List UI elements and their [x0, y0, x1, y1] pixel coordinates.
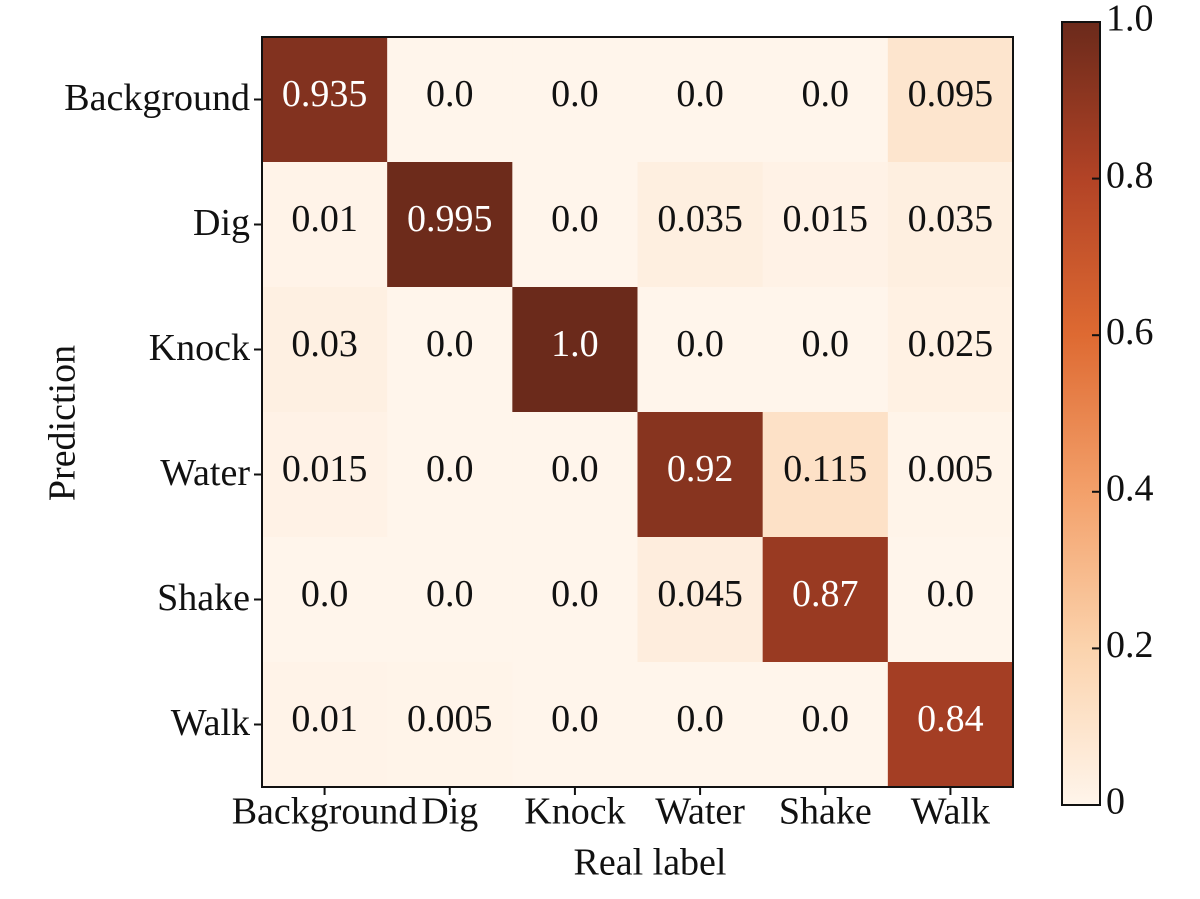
colorbar-tick-label: 0.8	[1106, 154, 1154, 196]
cell-label: 0.01	[291, 698, 358, 740]
x-axis-label: Real label	[574, 842, 727, 884]
x-tick-label: Walk	[911, 791, 990, 833]
heatmap-cell	[887, 37, 1014, 163]
y-axis-label: Prediction	[42, 345, 84, 501]
heatmap-cell	[387, 162, 513, 288]
colorbar	[1061, 21, 1101, 806]
heatmap-cell	[637, 37, 764, 163]
heatmap-cell	[387, 412, 513, 538]
heatmap-cell	[387, 37, 513, 163]
heatmap-cell	[887, 162, 1014, 288]
heatmap-cell	[637, 537, 764, 663]
heatmap-cell	[512, 537, 638, 663]
plot-frame	[261, 36, 1014, 788]
cell-label: 0.0	[551, 573, 599, 615]
cell-label: 0.92	[667, 448, 734, 490]
colorbar-tick-label: 0.6	[1106, 311, 1154, 353]
heatmap-cell	[637, 662, 764, 788]
x-tick-label: Water	[655, 791, 745, 833]
cell-label: 0.035	[657, 198, 743, 240]
heatmap-cell	[387, 287, 513, 413]
heatmap-cell	[637, 412, 764, 538]
heatmap-cell	[512, 37, 638, 163]
cell-label: 0.005	[407, 698, 493, 740]
y-tick-label: Water	[160, 452, 250, 494]
cell-label: 0.045	[657, 573, 743, 615]
cell-label: 0.095	[908, 73, 994, 115]
heatmap-cell	[637, 287, 764, 413]
cell-label: 0.025	[908, 323, 994, 365]
colorbar-tick-label: 0	[1106, 781, 1125, 823]
cell-label: 0.84	[917, 698, 984, 740]
cell-label: 0.0	[551, 448, 599, 490]
heatmap-cell	[262, 412, 388, 538]
heatmap-cell	[262, 287, 388, 413]
cell-label: 0.015	[282, 448, 368, 490]
colorbar-tick-label: 0.4	[1106, 468, 1154, 510]
cell-label: 0.0	[676, 698, 724, 740]
cell-label: 0.0	[426, 323, 474, 365]
cell-label: 0.935	[282, 73, 368, 115]
y-tick-label: Shake	[157, 577, 250, 619]
cell-label: 0.0	[426, 573, 474, 615]
heatmap-cell	[887, 412, 1014, 538]
heatmap-cell	[512, 412, 638, 538]
cell-label: 1.0	[551, 323, 599, 365]
cell-label: 0.005	[908, 448, 994, 490]
heatmap-cell	[762, 412, 889, 538]
y-tick-label: Background	[64, 77, 250, 119]
x-tick-label: Background	[232, 791, 418, 833]
colorbar-tick-label: 0.2	[1106, 624, 1154, 666]
cell-label: 0.0	[551, 698, 599, 740]
cell-label: 0.0	[426, 448, 474, 490]
cell-label: 0.0	[802, 73, 850, 115]
heatmap-cell	[762, 162, 889, 288]
heatmap-cell	[887, 537, 1014, 663]
cell-label: 0.01	[291, 198, 358, 240]
y-tick-label: Knock	[149, 327, 250, 369]
heatmap-cell	[387, 537, 513, 663]
heatmap-cell	[387, 662, 513, 788]
heatmap-cell	[887, 287, 1014, 413]
cell-label: 0.0	[676, 73, 724, 115]
x-tick-label: Dig	[421, 791, 478, 833]
heatmap-cell	[262, 537, 388, 663]
cell-label: 0.0	[927, 573, 975, 615]
cell-label: 0.0	[676, 323, 724, 365]
heatmap-cell	[762, 37, 889, 163]
cell-label: 0.995	[407, 198, 493, 240]
heatmap-cell	[512, 662, 638, 788]
heatmap-cell	[262, 162, 388, 288]
x-tick-label: Shake	[779, 791, 872, 833]
cell-label: 0.015	[783, 198, 869, 240]
cell-label: 0.0	[426, 73, 474, 115]
heatmap-cell	[762, 537, 889, 663]
cell-label: 0.035	[908, 198, 994, 240]
colorbar-tick-label: 1.0	[1106, 0, 1154, 40]
cell-label: 0.115	[783, 448, 867, 490]
y-tick-label: Dig	[193, 202, 250, 244]
cell-label: 0.0	[301, 573, 349, 615]
cell-label: 0.0	[551, 73, 599, 115]
heatmap-cell	[762, 662, 889, 788]
cell-label: 0.0	[802, 323, 850, 365]
heatmap-cell	[762, 287, 889, 413]
cell-label: 0.03	[291, 323, 358, 365]
heatmap-cell	[512, 287, 638, 413]
heatmap-cell	[262, 37, 388, 163]
heatmap-cell	[262, 662, 388, 788]
x-tick-label: Knock	[524, 791, 625, 833]
heatmap-cell	[512, 162, 638, 288]
cell-label: 0.0	[551, 198, 599, 240]
cell-label: 0.87	[792, 573, 859, 615]
y-tick-label: Walk	[171, 702, 250, 744]
cell-label: 0.0	[802, 698, 850, 740]
heatmap-cell	[887, 662, 1014, 788]
heatmap-cell	[637, 162, 764, 288]
